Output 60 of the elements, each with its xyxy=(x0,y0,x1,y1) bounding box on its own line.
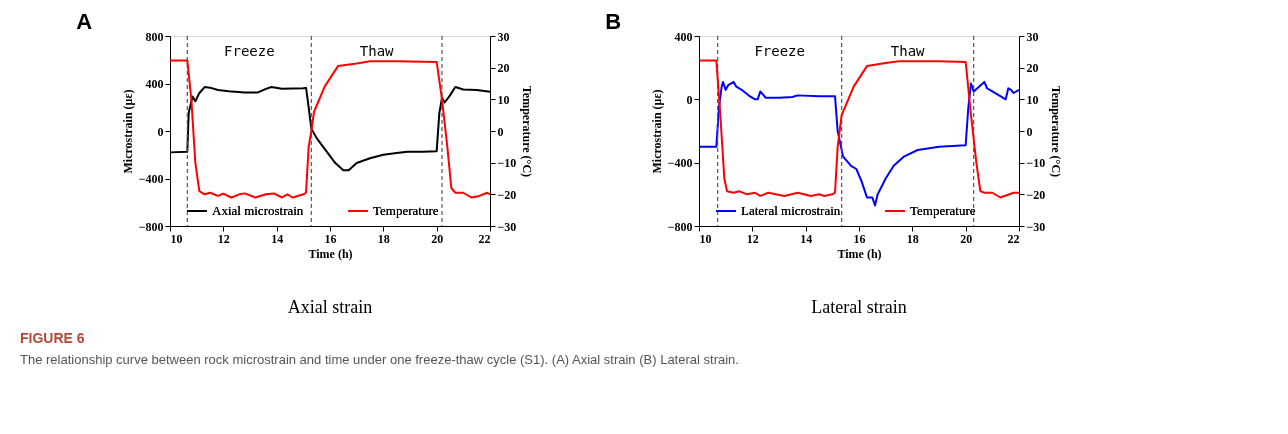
annotation: Freeze xyxy=(224,43,275,59)
x-tick-label: 20 xyxy=(431,231,444,246)
line-series xyxy=(698,80,1020,207)
y2-axis-title: Temperature (°C) xyxy=(520,85,535,178)
line-series xyxy=(169,59,491,199)
annotation: Thaw xyxy=(890,43,926,59)
y-tick-label: −400 xyxy=(667,156,693,171)
x-tick-label: 16 xyxy=(324,231,337,246)
x-tick-label: 22 xyxy=(478,231,491,246)
y2-tick-label: 30 xyxy=(497,29,510,44)
legend-label: Temperature xyxy=(910,203,976,218)
y-tick-label: 0 xyxy=(157,124,164,139)
chart-title: A xyxy=(76,9,93,34)
y2-tick-label: −20 xyxy=(1026,187,1046,202)
x-tick-label: 14 xyxy=(800,231,813,246)
x-tick-label: 16 xyxy=(853,231,866,246)
y2-tick-label: 0 xyxy=(497,124,504,139)
y2-tick-label: 20 xyxy=(497,61,510,76)
y2-tick-label: −10 xyxy=(1026,156,1046,171)
x-axis-title: Time (h) xyxy=(308,246,353,261)
text: Lateral strain xyxy=(811,297,907,317)
x-tick-label: 14 xyxy=(271,231,284,246)
y2-tick-label: 10 xyxy=(1026,92,1039,107)
x-tick-label: 22 xyxy=(1007,231,1020,246)
annotation: Freeze xyxy=(754,43,805,59)
y-axis-title: Microstrain (με) xyxy=(649,89,664,174)
y2-tick-label: 10 xyxy=(497,92,510,107)
y2-tick-label: 20 xyxy=(1026,61,1039,76)
x-axis-title: Time (h) xyxy=(837,246,882,261)
x-tick-label: 10 xyxy=(170,231,183,246)
x-tick-label: 10 xyxy=(699,231,712,246)
y2-tick-label: 30 xyxy=(1026,29,1039,44)
legend-label: Axial microstrain xyxy=(212,203,304,218)
y2-tick-label: −30 xyxy=(1026,219,1046,234)
y-tick-label: −800 xyxy=(138,219,164,234)
y-tick-label: 400 xyxy=(674,29,693,44)
y-tick-label: 0 xyxy=(686,92,693,107)
y-tick-label: 400 xyxy=(145,77,164,91)
x-tick-label: 12 xyxy=(217,231,230,246)
y2-tick-label: −30 xyxy=(497,219,517,234)
line-series xyxy=(698,59,1020,199)
x-tick-label: 12 xyxy=(746,231,759,246)
y2-tick-label: −10 xyxy=(497,156,517,171)
y2-axis-title: Temperature (°C) xyxy=(1049,85,1064,178)
y2-tick-label: 0 xyxy=(1026,124,1033,139)
y-tick-label: −400 xyxy=(138,172,164,186)
y-tick-label: 800 xyxy=(145,29,164,44)
x-tick-label: 18 xyxy=(377,231,390,246)
y2-tick-label: −20 xyxy=(497,187,517,202)
text: The relationship curve between rock microstrain and time under one freeze-thaw cycle (S1). (A) Axial strain (B) Lateral strain. xyxy=(20,352,739,367)
x-tick-label: 20 xyxy=(960,231,973,246)
chart-title: B xyxy=(605,9,622,34)
annotation: Thaw xyxy=(359,43,395,59)
x-tick-label: 18 xyxy=(906,231,919,246)
legend-label: Temperature xyxy=(373,203,439,218)
text: Axial strain xyxy=(287,297,373,317)
caption: FIGURE 6 xyxy=(20,330,85,346)
y-tick-label: −800 xyxy=(667,219,693,234)
legend-label: Lateral microstrain xyxy=(741,203,841,218)
y-axis-title: Microstrain (με) xyxy=(120,89,135,174)
